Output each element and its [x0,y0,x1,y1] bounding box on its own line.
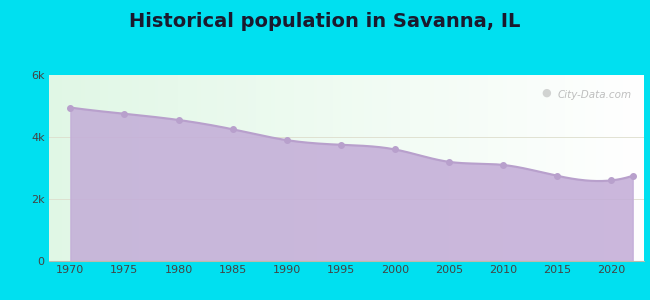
Text: Historical population in Savanna, IL: Historical population in Savanna, IL [129,12,521,31]
Text: City-Data.com: City-Data.com [558,90,632,100]
Text: ●: ● [541,88,551,98]
